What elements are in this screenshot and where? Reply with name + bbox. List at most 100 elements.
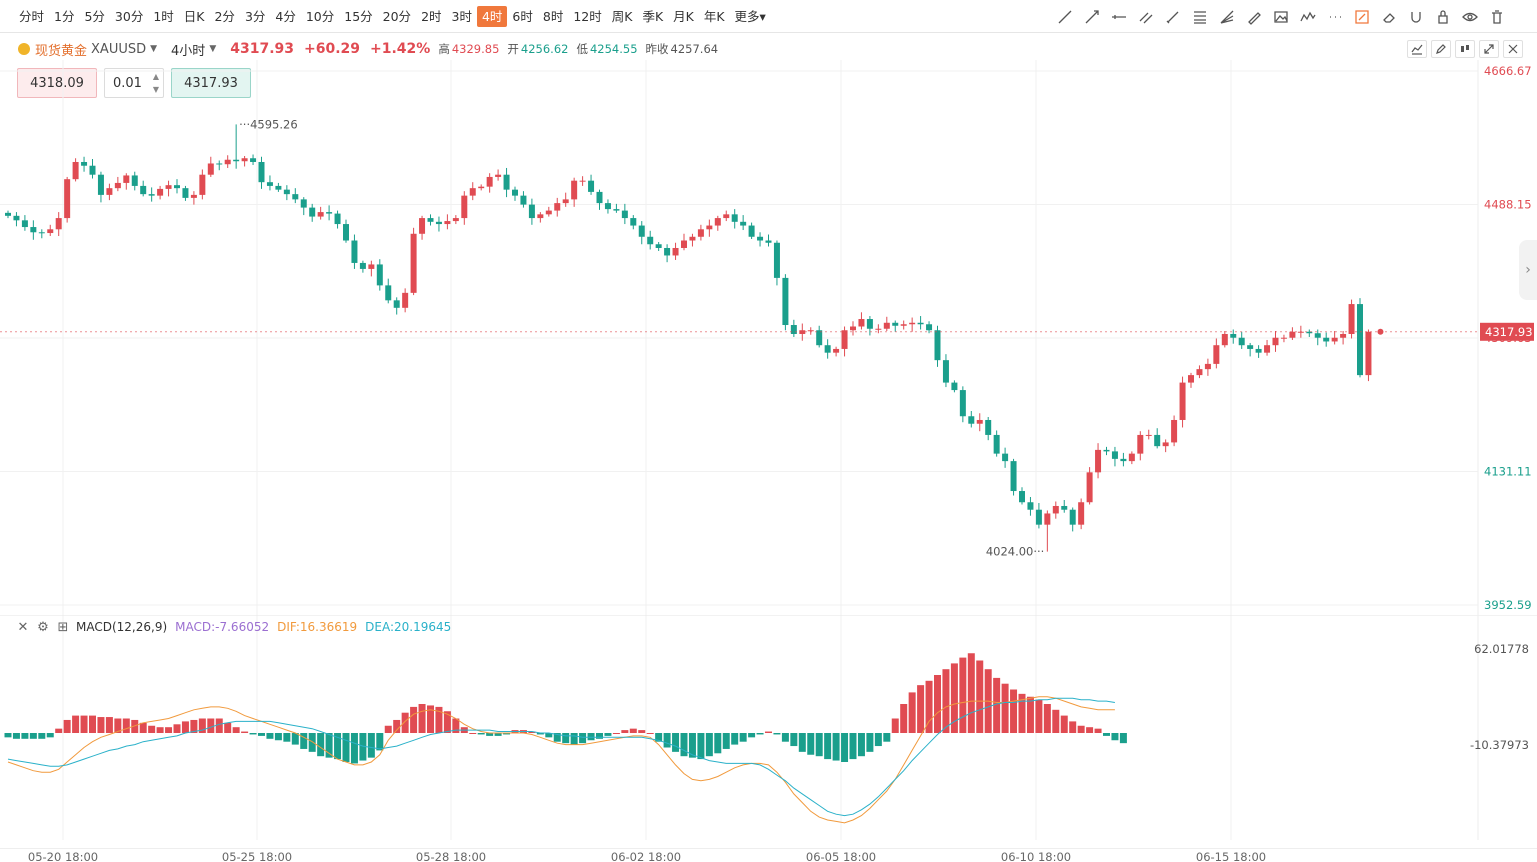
lock-icon[interactable] — [1433, 7, 1453, 27]
candle-body — [343, 224, 349, 241]
candle-body — [1171, 419, 1178, 443]
eye-icon[interactable] — [1460, 7, 1480, 27]
candle-body — [1204, 363, 1211, 370]
gear-icon[interactable]: ⚙ — [37, 619, 49, 635]
decrement-icon[interactable]: ▼ — [152, 85, 159, 94]
candle-body — [292, 194, 299, 200]
macd-bar — [1119, 733, 1127, 744]
segment-icon[interactable] — [1163, 7, 1183, 27]
edit-icon[interactable] — [1431, 40, 1451, 58]
more-tools-icon[interactable] — [1325, 7, 1345, 27]
macd-legend: ✕ ⚙ ⊞ MACD(12,26,9) MACD:-7.66052 DIF:16… — [16, 619, 452, 635]
period-tab[interactable]: 3分 — [244, 9, 266, 24]
period-tab[interactable]: 12时 — [573, 9, 602, 24]
period-tab[interactable]: 更多▾ — [734, 9, 766, 24]
ray-line-icon[interactable] — [1082, 7, 1102, 27]
macd-bar — [891, 718, 899, 733]
candle-body — [190, 194, 197, 198]
period-tab[interactable]: 8时 — [542, 9, 564, 24]
candle-body — [1145, 434, 1152, 436]
period-tab[interactable]: 日K — [183, 9, 205, 24]
macd-bar — [672, 733, 680, 752]
fullscreen-icon[interactable] — [1479, 40, 1499, 58]
trash-icon[interactable] — [1487, 7, 1507, 27]
macd-bar — [1010, 689, 1018, 733]
chevron-down-icon[interactable]: ▼ — [150, 44, 158, 54]
symbol-name[interactable]: 现货黄金 — [35, 43, 88, 59]
parallel-channel-icon[interactable] — [1136, 7, 1156, 27]
last-price: 4317.93 — [230, 41, 294, 57]
expand-icon[interactable]: ⊞ — [57, 619, 69, 635]
open-value: 4256.62 — [520, 42, 569, 56]
candle-body — [478, 186, 485, 189]
open-label: 开 — [507, 42, 519, 56]
fibonacci-icon[interactable] — [1190, 7, 1210, 27]
period-tab[interactable]: 5分 — [84, 9, 105, 24]
period-tab[interactable]: 6时 — [512, 9, 533, 24]
fan-icon[interactable] — [1217, 7, 1237, 27]
period-tab[interactable]: 4时 — [476, 6, 508, 27]
symbol-code[interactable]: XAUUSD — [91, 41, 147, 57]
collapse-panel-button[interactable]: › — [1519, 240, 1537, 300]
period-tab[interactable]: 15分 — [344, 9, 373, 24]
candle-type-icon[interactable] — [1455, 40, 1475, 58]
candle-body — [841, 330, 848, 349]
trend-line-icon[interactable] — [1055, 7, 1075, 27]
chevron-down-icon[interactable]: ▼ — [209, 44, 217, 54]
macd-bar — [503, 733, 511, 735]
macd-bar — [477, 733, 485, 735]
increment-icon[interactable]: ▲ — [152, 72, 159, 81]
period-tab[interactable]: 分时 — [19, 9, 45, 24]
period-tab[interactable]: 30分 — [114, 9, 144, 24]
macd-bar — [486, 733, 494, 736]
brush-icon[interactable] — [1244, 7, 1264, 27]
macd-bar — [815, 733, 823, 757]
buy-button[interactable]: 4317.93 — [171, 68, 251, 98]
close-icon[interactable] — [1503, 40, 1523, 58]
quantity-stepper[interactable]: 0.01 ▲ ▼ — [104, 68, 164, 98]
eraser-icon[interactable] — [1379, 7, 1399, 27]
period-tab[interactable]: 1时 — [153, 9, 174, 24]
candle-body — [207, 163, 214, 175]
period-tab[interactable]: 2分 — [214, 9, 235, 24]
candle-body — [537, 214, 544, 219]
period-tab[interactable]: 月K — [673, 9, 694, 24]
macd-chart[interactable]: 62.01778 -10.37973 — [0, 615, 1537, 840]
candle-body — [934, 330, 941, 361]
period-tab[interactable]: 2时 — [421, 9, 442, 24]
period-tab[interactable]: 季K — [642, 9, 664, 24]
magnet-icon[interactable] — [1406, 7, 1426, 27]
candle-body — [596, 191, 603, 204]
candlestick-chart[interactable]: ···4595.264024.00···4666.674488.154309.6… — [0, 60, 1537, 615]
close-icon[interactable]: ✕ — [17, 619, 29, 635]
period-tab[interactable]: 周K — [611, 9, 633, 24]
prev-close-label: 昨收 — [645, 42, 669, 56]
period-tab[interactable]: 20分 — [382, 9, 412, 24]
candle-body — [833, 348, 840, 353]
period-tab[interactable]: 4分 — [275, 9, 296, 24]
indicator-icon[interactable] — [1407, 40, 1427, 58]
dif-value: DIF:16.36619 — [277, 620, 358, 634]
period-tab[interactable]: 1分 — [54, 9, 75, 24]
macd-bar — [215, 718, 223, 733]
price-change-percent: +1.42% — [370, 41, 431, 57]
period-tab[interactable]: 年K — [703, 9, 725, 24]
candle-body — [89, 165, 96, 175]
interval-selector[interactable]: 4小时 — [171, 43, 206, 59]
candle-body — [385, 285, 392, 301]
draw-edit-icon[interactable] — [1352, 7, 1372, 27]
pattern-icon[interactable] — [1298, 7, 1318, 27]
quantity-value[interactable]: 0.01 — [113, 76, 142, 91]
macd-bar — [849, 733, 857, 760]
candle-body — [1280, 337, 1287, 339]
period-tab[interactable]: 10分 — [305, 9, 335, 24]
sell-button[interactable]: 4318.09 — [17, 68, 97, 98]
image-icon[interactable] — [1271, 7, 1291, 27]
high-annotation: ···4595.26 — [239, 117, 298, 131]
macd-bar — [427, 705, 434, 733]
candle-body — [258, 161, 265, 183]
candle-body — [309, 207, 316, 217]
period-tab[interactable]: 3时 — [451, 9, 472, 24]
chevron-right-icon[interactable]: › — [1525, 262, 1531, 278]
horizontal-line-icon[interactable] — [1109, 7, 1129, 27]
